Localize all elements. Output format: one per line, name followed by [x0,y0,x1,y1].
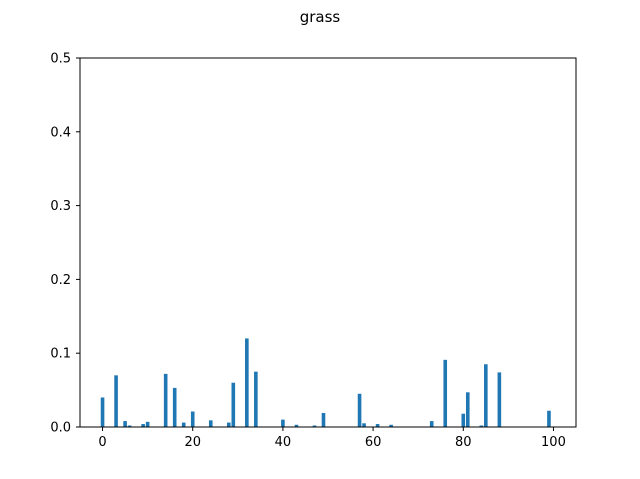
bars-group [100,338,551,427]
bar [294,424,299,427]
y-tick-label: 0.4 [50,125,71,140]
x-tick-label: 100 [541,435,566,450]
bar [254,371,258,427]
bar [497,372,502,427]
chart-title: grass [300,8,341,26]
x-tick-label: 20 [184,435,201,450]
x-tick-label: 80 [455,435,472,450]
x-tick-label: 40 [275,435,292,450]
bar [231,382,236,427]
bar [181,422,186,427]
bar [172,387,177,427]
y-tick-label: 0.2 [50,273,71,288]
bar [114,375,118,427]
y-tick-label: 0.0 [50,421,71,436]
y-tick-label: 0.3 [50,199,71,214]
y-axis-ticks: 0.0 0.1 0.2 0.3 0.4 0.5 [50,52,80,436]
bar [163,373,168,427]
bar [145,421,150,427]
x-tick-label: 60 [365,435,382,450]
x-axis-ticks: 0 20 40 60 80 100 [98,427,566,450]
bar [479,425,484,427]
bar [321,412,326,427]
bar [208,420,213,427]
bar [357,393,362,427]
bar [461,413,466,427]
bar [281,419,285,427]
y-tick-label: 0.5 [50,52,71,67]
y-tick-label: 0.1 [50,347,71,362]
bar [389,424,393,427]
bar [362,423,366,427]
bar [547,410,551,427]
bar [484,364,488,427]
bar [245,338,249,427]
bar [100,397,105,427]
bar [465,392,470,427]
bar [123,421,127,427]
bar [141,424,145,427]
bar [227,422,231,427]
bar [190,411,195,427]
bar [429,421,434,427]
x-tick-label: 0 [98,435,106,450]
bar [443,359,448,427]
bar [375,424,380,427]
plot-area-frame [79,57,577,428]
bar [127,425,132,427]
bar [312,425,317,427]
